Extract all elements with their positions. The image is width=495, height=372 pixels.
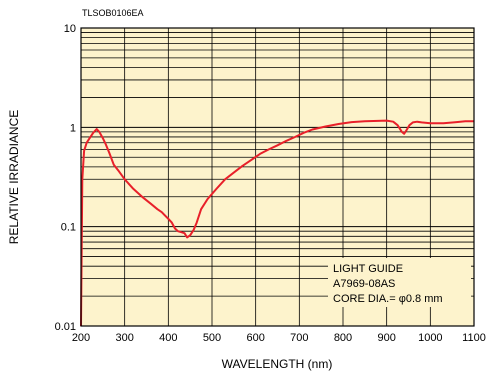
image-code: TLSOB0106EA (82, 8, 144, 18)
x-tick-label: 600 (246, 332, 264, 344)
annotation-line-1: LIGHT GUIDE (333, 263, 403, 275)
x-tick-label: 900 (377, 332, 395, 344)
y-tick-label: 10 (64, 23, 76, 35)
x-tick-label: 1100 (462, 332, 486, 344)
tick-labels: 200 300 400 500 600 700 800 900 1000 1100 0.01 0.1 1… (55, 23, 486, 344)
annotation-line-2: A7969-08AS (333, 278, 395, 290)
x-tick-label: 200 (72, 332, 90, 344)
x-tick-label: 1000 (418, 332, 442, 344)
x-tick-label: 400 (159, 332, 177, 344)
annotation-line-3: CORE DIA.= φ0.8 mm (333, 293, 443, 305)
x-tick-label: 300 (115, 332, 133, 344)
annotation-box (328, 258, 471, 307)
y-tick-label: 0.1 (61, 222, 76, 234)
y-tick-label: 1 (70, 122, 76, 134)
x-tick-label: 800 (334, 332, 352, 344)
x-axis-title: WAVELENGTH (nm) (222, 357, 333, 371)
y-axis-title: RELATIVE IRRADIANCE (7, 110, 21, 244)
plot-frame (80, 27, 475, 327)
x-tick-label: 700 (290, 332, 308, 344)
x-tick-label: 500 (203, 332, 221, 344)
series-line (80, 119, 474, 327)
y-tick-label: 0.01 (55, 321, 76, 333)
